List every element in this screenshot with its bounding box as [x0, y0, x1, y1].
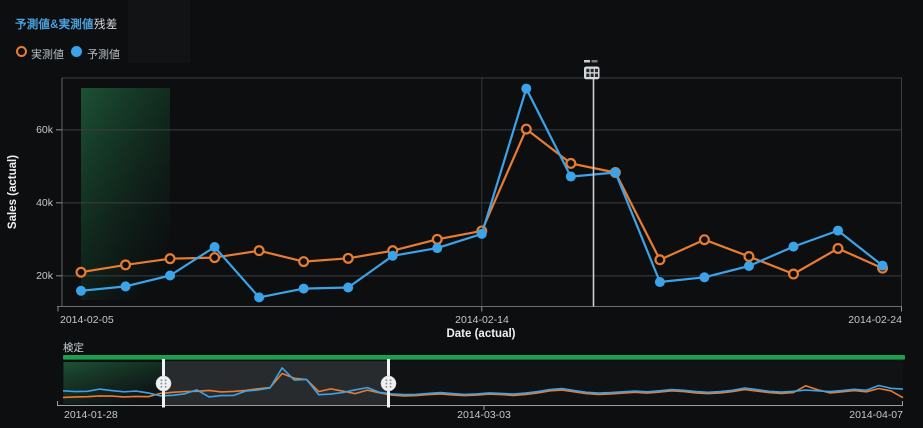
tab-residual[interactable]: 残差 [94, 19, 118, 31]
actual-series-ring-icon[interactable] [16, 46, 27, 57]
main-series [75, 83, 889, 303]
x-tick-mid: 2014-02-14 [455, 313, 509, 326]
slider-right-handle[interactable] [380, 359, 397, 408]
slider-section-label: 検定 [63, 342, 84, 354]
table-grid-icon[interactable] [584, 66, 600, 80]
y-tick-60k: 60k [36, 123, 53, 136]
slider-selected-window[interactable] [163, 361, 389, 406]
slider-tick-start: 2014-01-28 [64, 408, 118, 421]
predicted-series-dot-icon[interactable] [71, 45, 82, 57]
legend-actual-label[interactable]: 実測値 [31, 49, 64, 61]
y-axis-title: Sales (actual) [7, 154, 19, 230]
x-tick-start: 2014-02-05 [60, 313, 114, 326]
y-tick-20k: 20k [36, 269, 53, 282]
main-gridlines [62, 78, 902, 307]
slider-train-region [63, 362, 163, 404]
y-tick-40k: 40k [36, 196, 53, 209]
x-tick-end: 2014-02-24 [848, 313, 902, 326]
slider-left-handle[interactable] [155, 359, 172, 408]
train-test-divider[interactable] [584, 60, 600, 307]
divider-dash-left [584, 60, 590, 63]
slider-preview-series [62, 367, 904, 399]
drag-grip-icon[interactable] [380, 375, 397, 392]
test-range-green-bar [63, 355, 905, 360]
x-axis-title: Date (actual) [446, 328, 516, 340]
tab-forecast-and-actual[interactable]: 予測値&実測値 [15, 19, 94, 31]
drag-grip-icon[interactable] [155, 375, 172, 392]
divider-dash-right [591, 60, 598, 63]
slider-tick-end: 2014-04-07 [849, 408, 903, 421]
legend-predicted-label[interactable]: 予測値 [87, 49, 120, 61]
slider-tick-mid: 2014-03-03 [457, 408, 511, 421]
axis-tick-marks [56, 129, 902, 312]
